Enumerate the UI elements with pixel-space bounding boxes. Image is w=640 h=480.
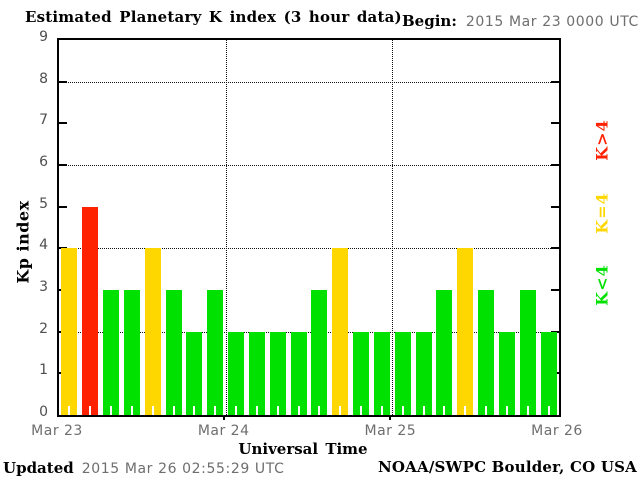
gridline-horizontal bbox=[59, 165, 559, 166]
y-tick-left bbox=[59, 122, 67, 125]
y-tick-left bbox=[59, 247, 67, 250]
begin-row: Begin: 2015 Mar 23 0000 UTC bbox=[402, 11, 639, 30]
legend-item: K>4 bbox=[592, 119, 612, 161]
bar-base-tick bbox=[130, 406, 133, 415]
legend-item: K<4 bbox=[592, 264, 612, 306]
kp-bar bbox=[123, 290, 140, 415]
updated-timestamp: 2015 Mar 26 02:55:29 UTC bbox=[81, 461, 285, 477]
bar-base-tick bbox=[547, 406, 550, 415]
bar-base-tick bbox=[214, 406, 217, 415]
kp-bar bbox=[519, 290, 536, 415]
y-tick-label: 5 bbox=[39, 195, 48, 212]
kp-bar bbox=[373, 331, 390, 415]
x-tick-label: Mar 23 bbox=[31, 423, 83, 439]
x-tick-label: Mar 26 bbox=[531, 423, 583, 439]
kp-bar bbox=[207, 290, 224, 415]
kp-bar bbox=[144, 248, 161, 415]
kp-bar bbox=[415, 331, 432, 415]
x-tick-label: Mar 24 bbox=[197, 423, 250, 439]
y-tick-right bbox=[551, 164, 559, 166]
gridline-day-divider bbox=[392, 40, 394, 415]
bar-base-tick bbox=[443, 406, 446, 415]
updated-row: Updated 2015 Mar 26 02:55:29 UTC bbox=[3, 458, 284, 477]
bar-base-tick bbox=[526, 406, 529, 415]
bar-base-tick bbox=[89, 406, 92, 415]
y-tick-right bbox=[551, 330, 559, 333]
bar-base-tick bbox=[380, 406, 383, 415]
bar-base-tick bbox=[235, 406, 238, 415]
bar-base-tick bbox=[339, 406, 342, 415]
gridline-day-divider bbox=[225, 40, 227, 415]
plot-area bbox=[57, 38, 561, 417]
kp-bar bbox=[353, 331, 370, 415]
y-tick-label: 0 bbox=[39, 404, 48, 420]
gridline-horizontal bbox=[59, 331, 559, 333]
source-attribution: NOAA/SWPC Boulder, CO USA bbox=[377, 458, 637, 476]
y-tick-right bbox=[551, 122, 559, 125]
kp-bar bbox=[478, 290, 495, 415]
x-tick-day bbox=[389, 415, 392, 420]
x-tick-day bbox=[222, 415, 225, 420]
legend-item: K=4 bbox=[592, 192, 612, 234]
bar-base-tick bbox=[401, 406, 404, 415]
kp-bar bbox=[332, 248, 349, 415]
bar-base-tick bbox=[360, 406, 363, 415]
y-tick-right bbox=[551, 80, 559, 83]
y-tick-left bbox=[59, 164, 67, 166]
y-tick-label: 8 bbox=[39, 70, 48, 87]
begin-timestamp: 2015 Mar 23 0000 UTC bbox=[465, 14, 639, 30]
bar-base-tick bbox=[505, 406, 508, 415]
kp-bar bbox=[228, 331, 245, 415]
kp-bar bbox=[186, 331, 203, 415]
bar-base-tick bbox=[485, 406, 488, 415]
y-tick-right bbox=[551, 205, 559, 208]
kp-bar bbox=[165, 290, 182, 415]
x-axis-title: Universal Time bbox=[238, 440, 368, 458]
kp-bar bbox=[457, 248, 474, 415]
bar-base-tick bbox=[318, 406, 321, 415]
kp-bar bbox=[103, 290, 120, 415]
kp-bar bbox=[82, 206, 99, 415]
kp-bar bbox=[394, 331, 411, 415]
y-tick-label: 1 bbox=[39, 362, 48, 379]
bar-base-tick bbox=[193, 406, 196, 415]
kp-bar bbox=[61, 248, 78, 415]
y-tick-label: 7 bbox=[39, 112, 48, 129]
bar-base-tick bbox=[297, 406, 300, 415]
y-tick-label: 4 bbox=[39, 237, 48, 254]
kp-bar bbox=[290, 331, 307, 415]
y-tick-left bbox=[59, 80, 67, 83]
y-tick-label: 9 bbox=[39, 29, 48, 45]
kp-bar bbox=[269, 331, 286, 415]
kp-bar bbox=[248, 331, 265, 415]
gridline-horizontal bbox=[59, 81, 559, 83]
gridline-horizontal bbox=[59, 248, 559, 250]
bar-base-tick bbox=[172, 406, 175, 415]
kp-bar bbox=[540, 331, 557, 415]
kp-bar bbox=[498, 331, 515, 415]
chart-title: Estimated Planetary K index (3 hour data… bbox=[25, 8, 402, 26]
x-tick-label: Mar 25 bbox=[364, 423, 417, 439]
bar-base-tick bbox=[255, 406, 258, 415]
y-tick-left bbox=[59, 205, 67, 208]
bar-base-tick bbox=[276, 406, 279, 415]
y-tick-label: 3 bbox=[39, 279, 48, 295]
y-tick-label: 6 bbox=[39, 154, 48, 170]
y-tick-right bbox=[551, 289, 559, 291]
bar-base-tick bbox=[151, 406, 154, 415]
bar-base-tick bbox=[422, 406, 425, 415]
bar-base-tick bbox=[110, 406, 113, 415]
bar-base-tick bbox=[68, 406, 71, 415]
begin-label: Begin: bbox=[402, 12, 457, 30]
bar-base-tick bbox=[464, 406, 467, 415]
kp-bar bbox=[436, 290, 453, 415]
updated-label: Updated bbox=[3, 459, 74, 477]
y-tick-label: 2 bbox=[39, 320, 48, 337]
kp-bar bbox=[311, 290, 328, 415]
y-tick-right bbox=[551, 247, 559, 250]
